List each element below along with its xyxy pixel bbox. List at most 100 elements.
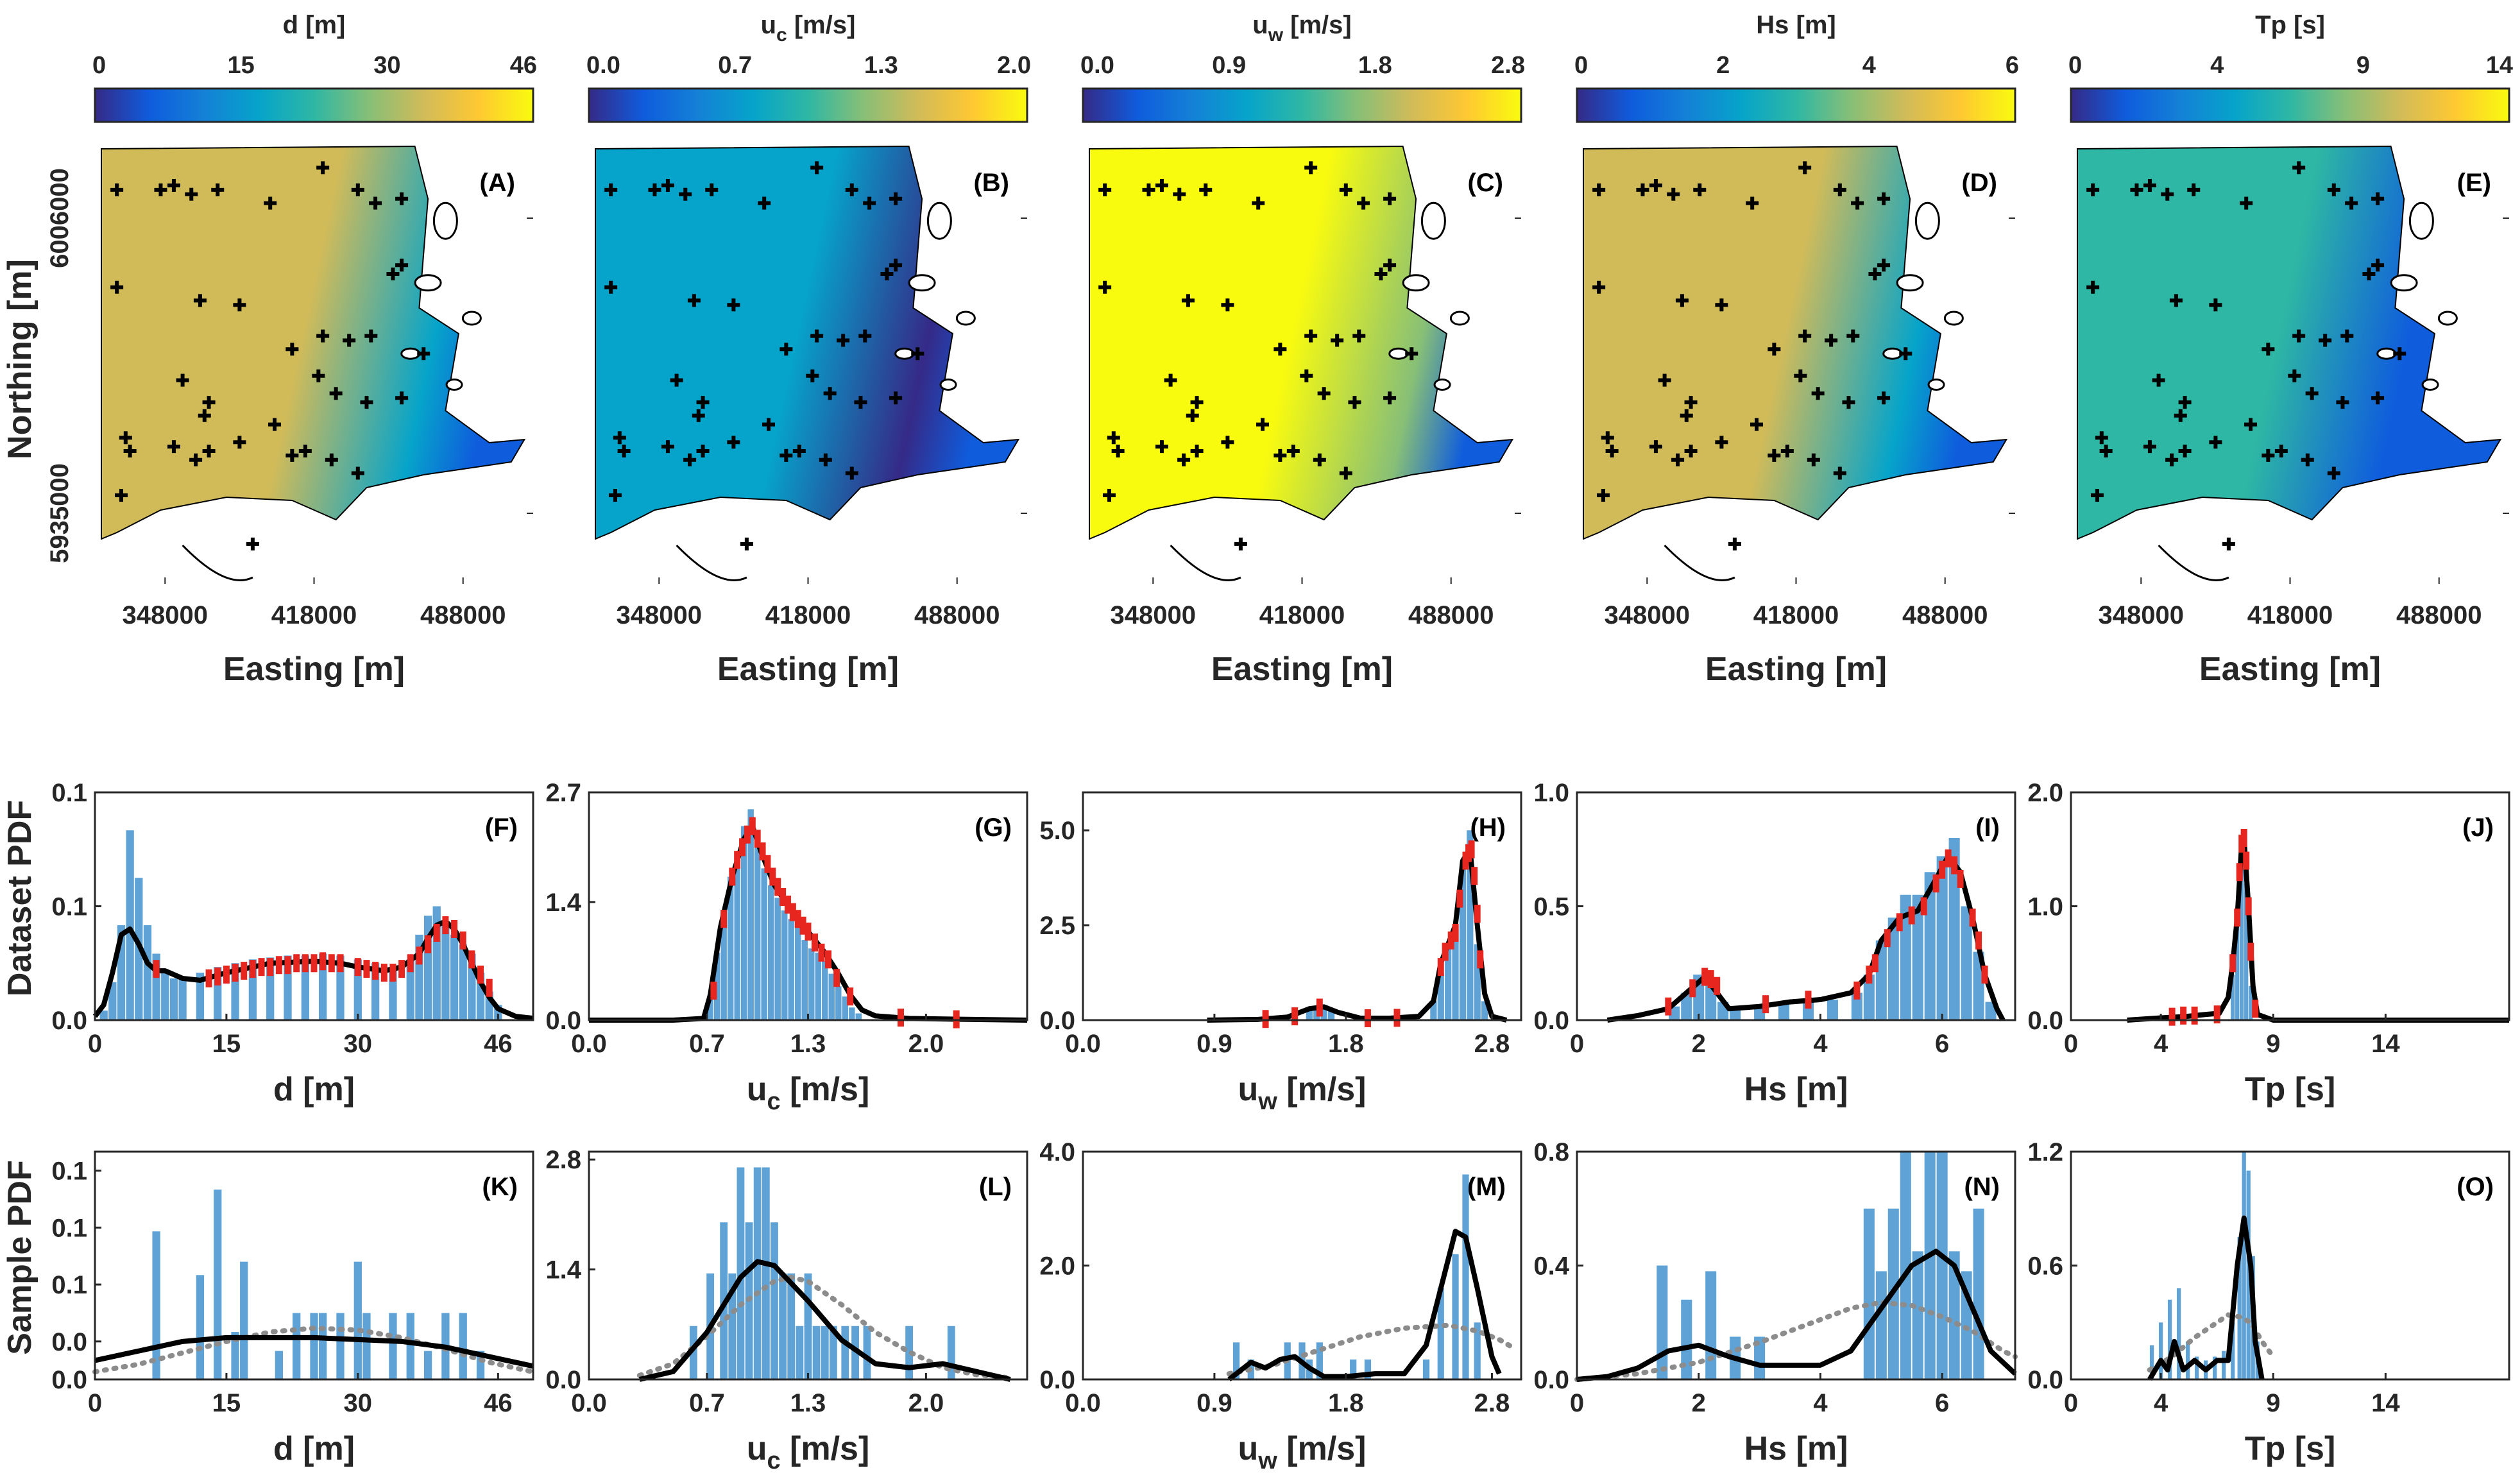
station-marker [298, 445, 312, 457]
station-marker [2143, 440, 2156, 454]
colorbar-title: Tp [s] [2255, 11, 2325, 39]
histogram-bar [740, 826, 747, 1020]
map-panel: (B) 348000 418000 488000 Easting [m] [589, 141, 1027, 688]
panel-label: (D) [1961, 169, 1997, 197]
station-marker [2095, 431, 2108, 445]
station-marker [395, 192, 409, 205]
x-axis-label: uc [m/s] [747, 1071, 870, 1115]
kde-line [2127, 835, 2509, 1023]
sample-marker [1957, 869, 1964, 888]
histogram-bar [1459, 868, 1467, 1020]
station-marker [1750, 418, 1764, 431]
sample-marker [779, 888, 787, 907]
sample-marker [223, 966, 230, 984]
sample-marker [1364, 1009, 1371, 1028]
map-x-tick-label: 418000 [765, 601, 851, 629]
station-marker [819, 453, 832, 466]
station-marker [1833, 466, 1846, 480]
sample-marker [1452, 923, 1459, 942]
histogram-bar [707, 994, 713, 1020]
map-x-tick-label: 418000 [1753, 601, 1839, 629]
y-tick-label: 0.0 [2027, 1007, 2063, 1035]
sample-marker [477, 966, 484, 984]
colorbar-title: Hs [m] [1756, 11, 1836, 39]
sample-marker [1853, 981, 1861, 1000]
panel-label: (A) [479, 169, 515, 197]
island [939, 379, 957, 391]
y-tick-label: 0.0 [2027, 1366, 2063, 1394]
colorbar-title: uc [m/s] [761, 11, 856, 46]
sample-marker [794, 910, 801, 928]
station-marker [2327, 183, 2340, 196]
x-tick-label: 14 [2371, 1030, 2400, 1058]
sample-marker [1908, 906, 1915, 925]
histogram-bar [161, 973, 169, 1020]
station-marker [1405, 347, 1418, 361]
station-marker [1107, 431, 1120, 445]
map-x-tick-label: 348000 [617, 601, 702, 629]
x-tick-label: 15 [212, 1389, 241, 1417]
station-marker [264, 196, 277, 210]
sample-marker [372, 962, 379, 980]
station-marker [727, 436, 740, 449]
station-marker [167, 179, 180, 192]
sample-marker [267, 958, 274, 977]
station-marker [1155, 179, 1168, 192]
station-marker [110, 183, 124, 196]
histogram-bar [99, 1011, 108, 1020]
station-marker [1102, 489, 1116, 502]
chart-panel-O: 0 4 9 14 0.0 0.6 1.2 Tp [s] (O) [2027, 1138, 2510, 1467]
y-tick-label: 0.5 [1533, 893, 1569, 921]
station-marker [2130, 183, 2143, 196]
panel-label: (O) [2457, 1173, 2494, 1201]
station-marker [604, 280, 618, 294]
histogram-bar [459, 944, 467, 1020]
station-marker [1181, 294, 1195, 307]
histogram-bar [319, 1313, 327, 1379]
station-marker [762, 418, 776, 431]
sample-marker [744, 825, 751, 844]
histogram-bar [1900, 894, 1911, 1020]
histogram-bar [1827, 1000, 1838, 1020]
station-marker [823, 387, 837, 400]
map-x-tick-label: 418000 [271, 601, 357, 629]
station-marker [810, 161, 824, 175]
map-column-5: Tp [s] 0 4 9 14 (E) 348000 418000 488000 Easting … [2068, 11, 2513, 688]
histogram-bar [310, 1313, 318, 1379]
sample-marker [1291, 1007, 1299, 1026]
sample-marker [293, 954, 300, 973]
sample-marker [2229, 954, 2236, 973]
colorbar-tick-label: 4 [2210, 52, 2224, 79]
map-y-tick-label: 6006000 [46, 168, 74, 268]
station-marker [2090, 489, 2104, 502]
histogram-bar [1863, 975, 1875, 1020]
island [926, 201, 952, 240]
station-marker [1684, 396, 1698, 409]
sample-marker [1442, 942, 1449, 961]
station-marker [1199, 183, 1213, 196]
histogram-bar [762, 1167, 770, 1379]
sample-marker [739, 838, 746, 857]
sample-marker [398, 960, 405, 978]
map-panel: (C) 348000 418000 488000 Easting [m] [1083, 141, 1521, 688]
station-marker [2305, 387, 2319, 400]
histogram-bar [1474, 1322, 1481, 1379]
x-tick-label: 0.0 [571, 1030, 607, 1058]
island [2437, 311, 2458, 326]
sample-marker [1896, 913, 1903, 932]
histogram-bar [2185, 1341, 2190, 1379]
map-xlabel: Easting [m] [1705, 651, 1887, 688]
histogram-bar [1462, 1174, 1469, 1379]
histogram-bar [2222, 1351, 2226, 1379]
y-tick-label: 0.8 [1533, 1138, 1569, 1166]
y-tick-label: 1.4 [545, 1256, 581, 1284]
histogram-bar [1430, 1001, 1437, 1020]
station-marker [692, 409, 705, 422]
station-marker [1274, 448, 1287, 462]
station-marker [417, 347, 430, 361]
station-marker [1798, 161, 1812, 175]
station-marker [1649, 440, 1662, 454]
sample-marker [1884, 929, 1891, 948]
histogram-bar [863, 1326, 871, 1379]
sample-marker [468, 950, 475, 969]
